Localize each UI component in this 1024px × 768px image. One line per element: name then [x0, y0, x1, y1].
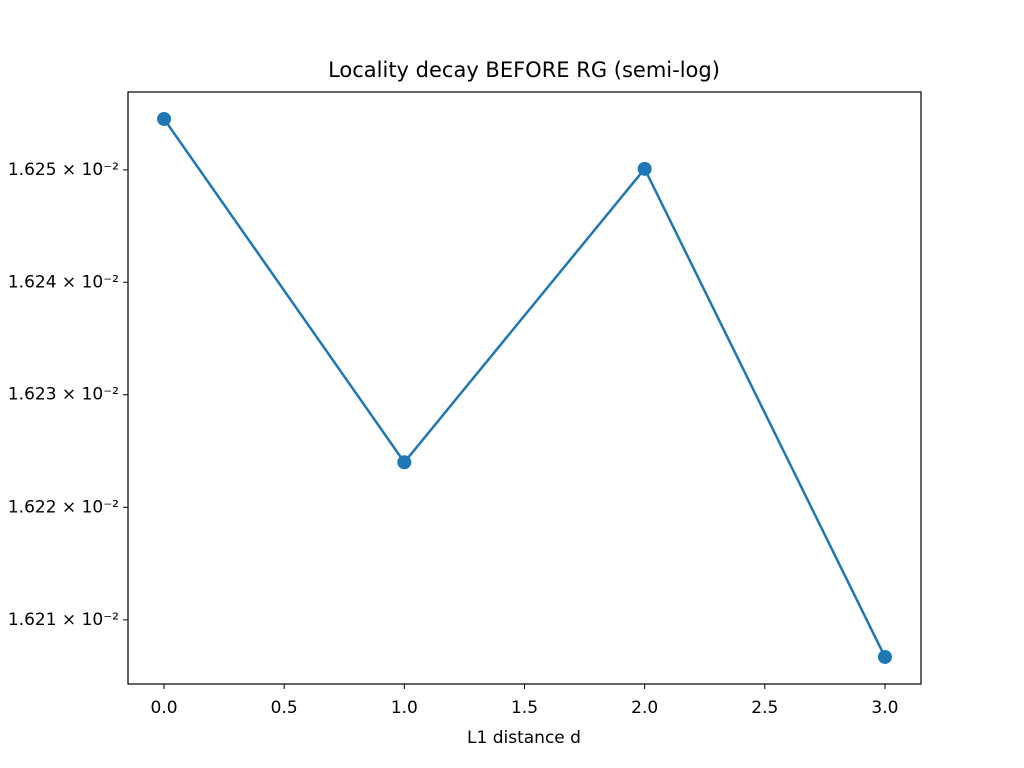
y-tick-label: 1.624 × 10⁻²: [8, 272, 119, 292]
x-tick-label: 1.5: [511, 698, 538, 718]
data-line: [163, 118, 887, 658]
data-point: [637, 161, 652, 176]
x-tick-label: 0.5: [271, 698, 298, 718]
x-tick-label: 2.0: [631, 698, 658, 718]
y-tick-label: 1.625 × 10⁻²: [8, 160, 119, 180]
data-point: [157, 111, 172, 126]
chart-title: Locality decay BEFORE RG (semi-log): [328, 58, 720, 82]
plot-frame: [127, 91, 922, 685]
data-point: [877, 649, 892, 664]
x-axis-label: L1 distance d: [467, 728, 581, 748]
x-tick-label: 3.0: [871, 698, 898, 718]
y-tick-label: 1.623 × 10⁻²: [8, 385, 119, 405]
x-tick-label: 0.0: [151, 698, 178, 718]
y-tick-label: 1.621 × 10⁻²: [8, 610, 119, 630]
x-tick-label: 1.0: [391, 698, 418, 718]
y-tick-label: 1.622 × 10⁻²: [8, 497, 119, 517]
data-point: [397, 455, 412, 470]
x-tick-label: 2.5: [751, 698, 778, 718]
